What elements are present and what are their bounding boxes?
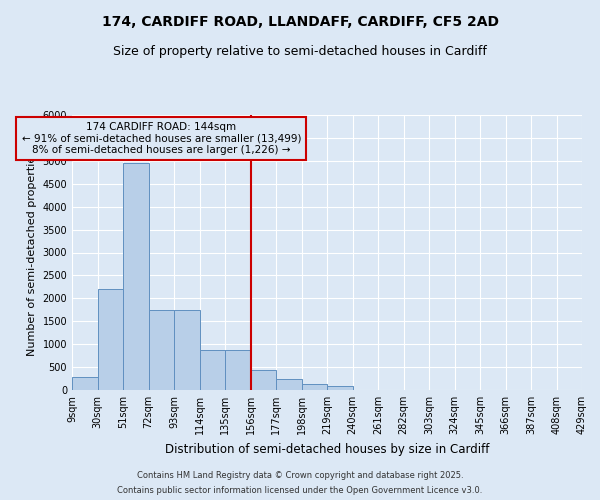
Bar	[251, 370, 276, 390]
Bar	[149, 310, 174, 390]
Text: Size of property relative to semi-detached houses in Cardiff: Size of property relative to semi-detach…	[113, 45, 487, 58]
Text: Contains public sector information licensed under the Open Government Licence v3: Contains public sector information licen…	[118, 486, 482, 495]
Bar	[123, 163, 149, 390]
Bar	[174, 310, 199, 390]
Bar	[276, 380, 302, 390]
Bar	[327, 386, 353, 390]
Text: Contains HM Land Registry data © Crown copyright and database right 2025.: Contains HM Land Registry data © Crown c…	[137, 471, 463, 480]
Bar	[302, 384, 327, 390]
Y-axis label: Number of semi-detached properties: Number of semi-detached properties	[27, 150, 37, 356]
Bar	[225, 350, 251, 390]
Bar	[72, 377, 97, 390]
Bar	[199, 350, 225, 390]
Bar	[97, 289, 123, 390]
X-axis label: Distribution of semi-detached houses by size in Cardiff: Distribution of semi-detached houses by …	[165, 442, 489, 456]
Text: 174 CARDIFF ROAD: 144sqm
← 91% of semi-detached houses are smaller (13,499)
8% o: 174 CARDIFF ROAD: 144sqm ← 91% of semi-d…	[22, 122, 301, 155]
Text: 174, CARDIFF ROAD, LLANDAFF, CARDIFF, CF5 2AD: 174, CARDIFF ROAD, LLANDAFF, CARDIFF, CF…	[101, 15, 499, 29]
